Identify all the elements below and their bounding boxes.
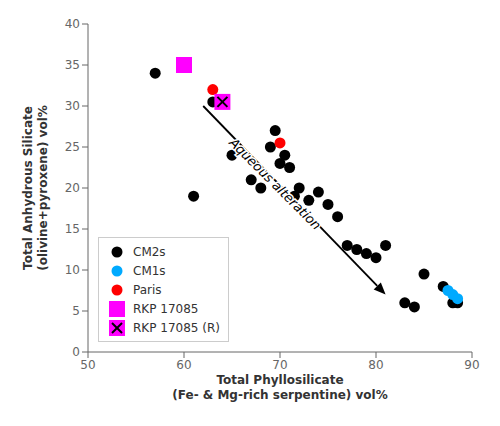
svg-text:5: 5 <box>72 304 80 318</box>
svg-text:15: 15 <box>65 222 80 236</box>
html-text:Paris: Paris <box>133 282 162 297</box>
html-text:RKP 17085: RKP 17085 <box>133 301 199 316</box>
svg-text:20: 20 <box>65 181 80 195</box>
html-text:RKP 17085 (R): RKP 17085 (R) <box>133 320 220 335</box>
svg-text:60: 60 <box>176 358 191 372</box>
svg-text:80: 80 <box>368 358 383 372</box>
svg-text:40: 40 <box>65 17 80 31</box>
svg-text:(Fe- & Mg-rich serpentine) vol: (Fe- & Mg-rich serpentine) vol% <box>172 388 387 402</box>
svg-text:70: 70 <box>272 358 287 372</box>
html-text:CM2s: CM2s <box>133 244 166 259</box>
html-text:CM1s: CM1s <box>133 263 166 278</box>
svg-text:Aqueous alteration: Aqueous alteration <box>226 134 325 233</box>
svg-text:50: 50 <box>80 358 95 372</box>
svg-text:(olivine+pyroxene) vol%: (olivine+pyroxene) vol% <box>36 105 50 271</box>
svg-text:Total Anhydrous Silicate: Total Anhydrous Silicate <box>21 106 35 270</box>
svg-text:25: 25 <box>65 140 80 154</box>
svg-text:35: 35 <box>65 58 80 72</box>
svg-text:10: 10 <box>65 263 80 277</box>
svg-text:Total Phyllosilicate: Total Phyllosilicate <box>216 373 343 387</box>
svg-text:30: 30 <box>65 99 80 113</box>
svg-text:90: 90 <box>464 358 479 372</box>
svg-text:0: 0 <box>72 345 80 359</box>
